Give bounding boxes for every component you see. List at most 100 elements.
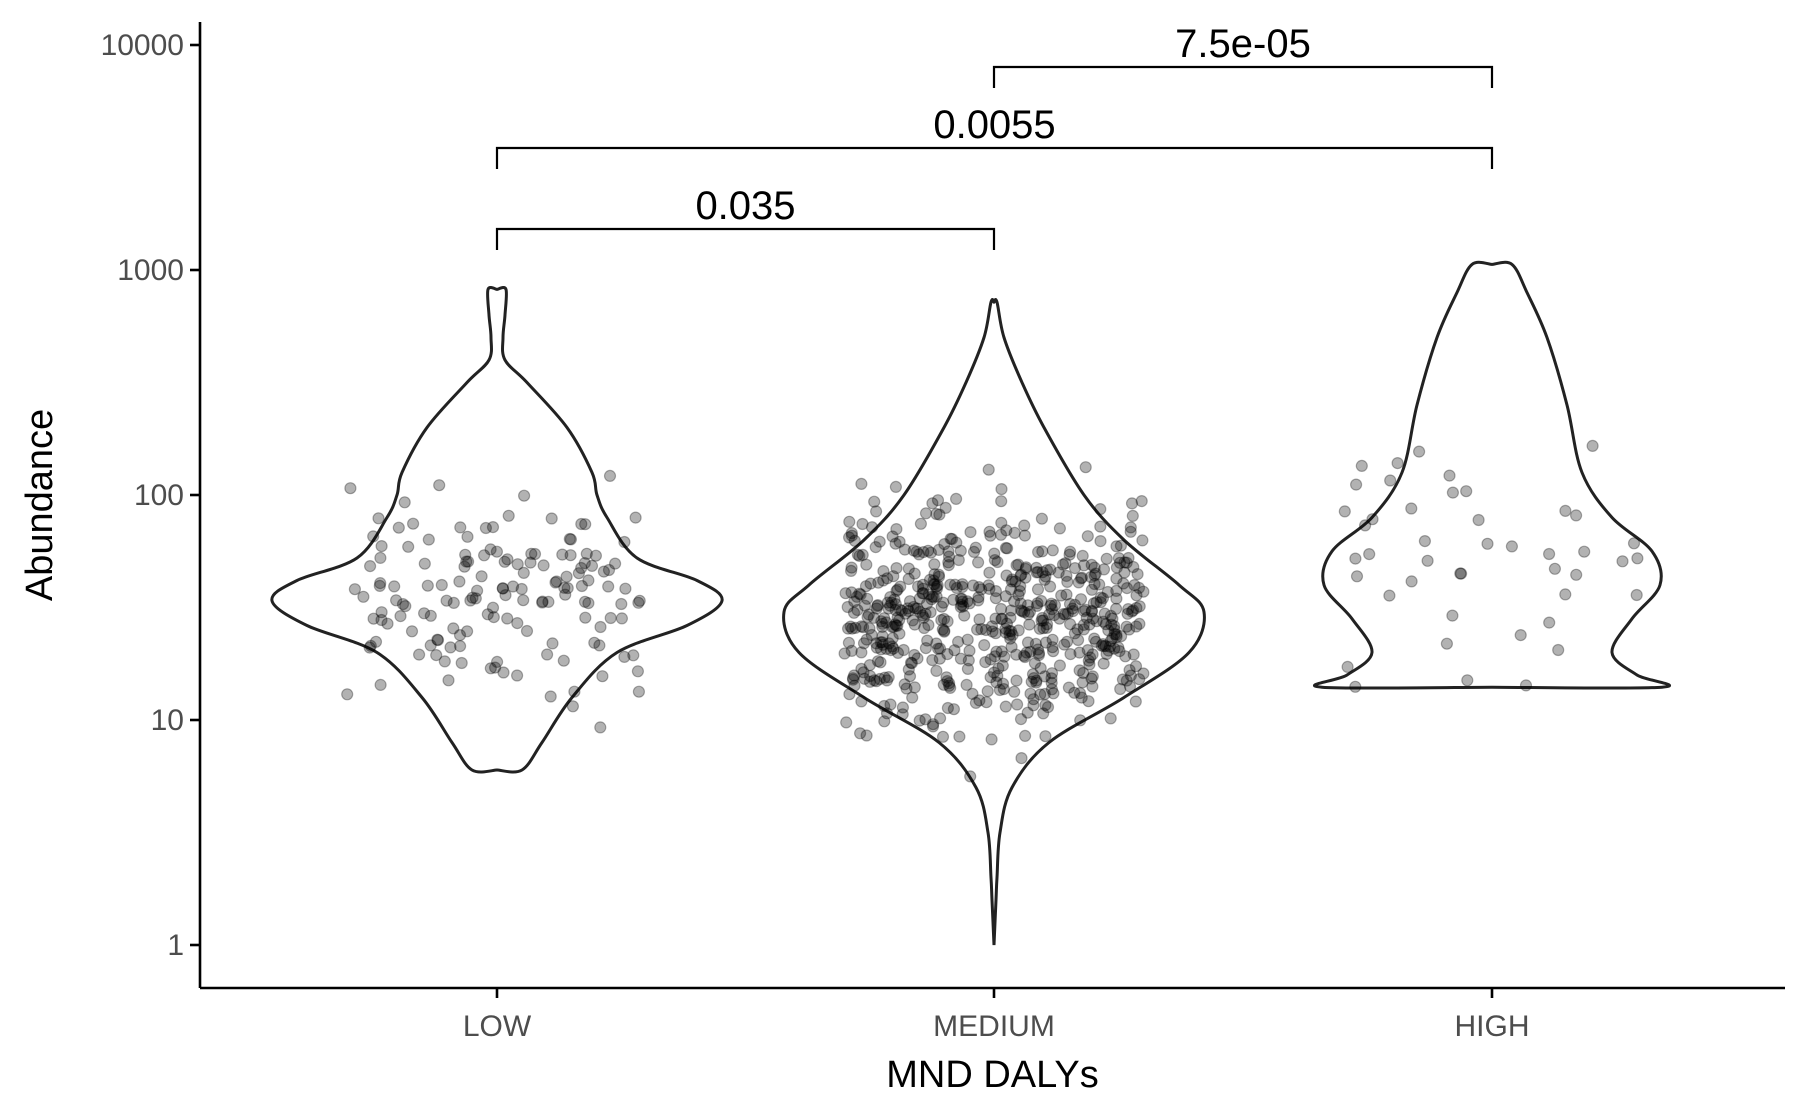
data-point [1039,570,1052,583]
data-point [375,606,388,619]
data-point [1123,663,1136,677]
data-point [933,652,946,665]
data-point [1035,614,1048,627]
data-point [545,512,558,525]
data-point [1077,618,1090,632]
data-point [1481,537,1494,550]
data-point [871,599,884,613]
data-point [971,556,985,569]
data-point [908,648,921,662]
data-point [935,613,948,627]
data-point [1057,607,1070,621]
data-point [471,584,484,597]
data-point [1036,566,1049,579]
data-point [1088,632,1101,645]
data-point [913,714,926,727]
data-point [1630,588,1643,602]
data-point [928,558,941,571]
data-point [853,587,866,600]
data-point [1053,612,1066,625]
data-point [1028,657,1042,670]
data-point [454,521,467,534]
data-point [1129,660,1143,673]
data-point [956,580,969,594]
data-point [841,600,854,614]
data-point [390,594,403,607]
data-point [998,650,1011,663]
data-point [440,594,453,607]
data-point [486,601,500,614]
data-point [984,671,997,684]
axes: 1 10 100 1000 10000 LOW MEDIUM HIGH MND DALYs Abu… [19,22,1785,1096]
p-value-label: 7.5e-05 [1175,22,1311,66]
data-point [1418,534,1432,548]
data-point [1012,558,1025,571]
y-tick-label: 10 [151,704,184,737]
data-point [919,713,932,726]
data-point [967,545,981,559]
x-axis-title: MND DALYs [886,1054,1099,1096]
data-point [1083,658,1096,671]
data-point [972,580,986,594]
data-point [865,628,878,642]
data-point [1559,588,1572,601]
data-point [564,533,578,546]
data-point [460,555,473,568]
data-point [1077,559,1091,572]
data-point [418,557,431,570]
data-point [582,574,595,587]
data-point [1046,544,1059,557]
data-point [1461,674,1474,687]
data-point [1004,611,1017,624]
data-point [1031,583,1045,596]
data-point [1053,659,1067,672]
data-point [868,674,881,687]
data-point [1018,605,1031,619]
data-point [1338,505,1351,518]
data-point [867,611,880,624]
data-point [954,592,967,606]
data-point [963,597,976,610]
data-point [392,521,405,534]
data-point [898,678,911,691]
data-point [906,691,919,704]
data-point [945,532,959,546]
data-point [1043,580,1057,593]
data-point [921,544,935,557]
data-point [1083,618,1096,631]
data-point [887,620,900,634]
data-point [942,679,956,692]
data-point [881,596,894,609]
data-point [950,536,963,549]
data-point [982,463,995,476]
data-point [951,635,965,649]
data-point [846,672,860,685]
data-point [374,678,387,692]
data-point [1031,597,1044,610]
data-point [1107,619,1121,633]
data-point [889,597,902,611]
data-point [937,612,951,626]
data-point [1519,679,1533,692]
data-point [851,548,865,561]
data-point [847,606,861,619]
data-point [1133,600,1146,613]
data-point [916,582,930,595]
data-point [870,641,884,654]
data-point [435,578,448,592]
data-point [491,655,504,669]
data-point [1135,495,1148,508]
data-point [631,665,645,678]
data-point [931,494,945,507]
data-point [1015,751,1028,765]
data-point [1124,525,1137,538]
data-point [578,556,591,570]
data-point [1085,604,1099,617]
data-point [517,489,531,502]
data-point [847,669,861,682]
data-point [960,678,973,692]
data-point [1076,676,1089,689]
data-point [558,581,571,594]
data-point [1079,603,1092,616]
data-point [935,600,948,613]
